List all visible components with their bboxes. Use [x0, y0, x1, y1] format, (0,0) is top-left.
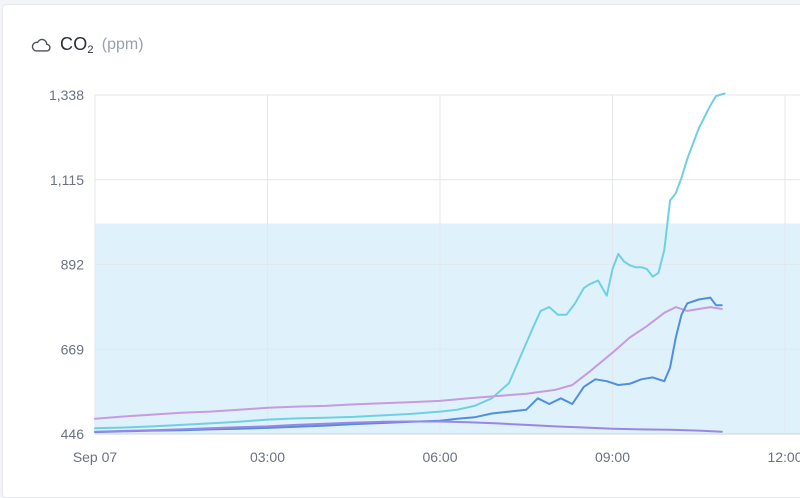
- x-tick-label: 03:00: [250, 449, 285, 465]
- chart-header: CO2 (ppm): [30, 32, 144, 58]
- x-tick-label: Sep 07: [73, 449, 118, 465]
- x-tick-label: 12:00: [767, 449, 800, 465]
- x-tick-label: 09:00: [595, 449, 630, 465]
- cloud-icon: [31, 38, 51, 52]
- x-tick-label: 06:00: [422, 449, 457, 465]
- series-line-3: [94, 296, 723, 434]
- y-tick-label: 892: [61, 257, 85, 273]
- metric-name: CO2: [60, 34, 94, 56]
- target-range-band: [95, 223, 800, 434]
- y-tick-label: 1,115: [50, 172, 84, 188]
- y-tick-label: 446: [61, 426, 85, 442]
- y-tick-label: 669: [61, 341, 85, 357]
- y-tick-label: 1,338: [49, 87, 84, 103]
- series-line-4: [94, 420, 723, 433]
- series-line-2: [94, 306, 723, 420]
- metric-unit: (ppm): [101, 36, 144, 53]
- series-line-1: [94, 92, 726, 430]
